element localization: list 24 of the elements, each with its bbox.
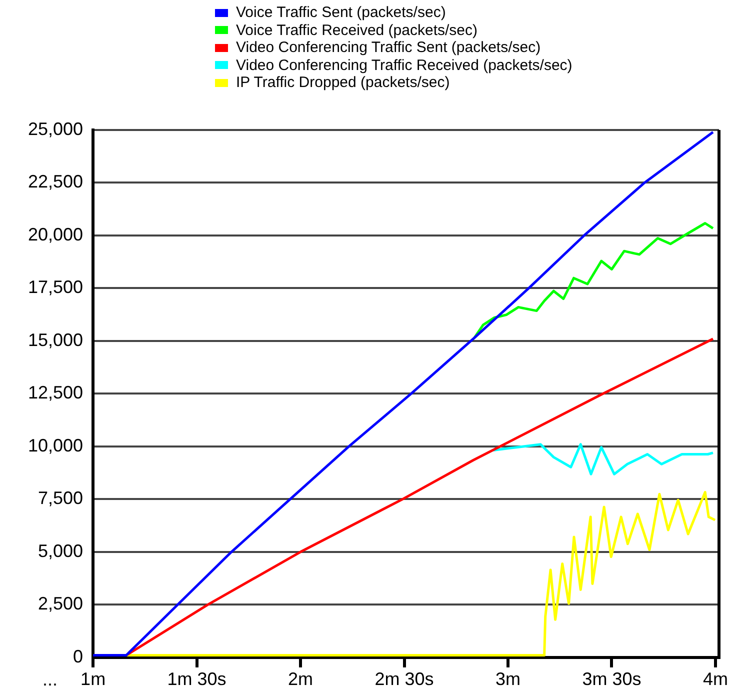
legend-label: IP Traffic Dropped (packets/sec)	[236, 74, 450, 92]
legend-label: Video Conferencing Traffic Sent (packets/sec)	[236, 39, 541, 56]
text: ...	[42, 669, 58, 690]
y-tick-label: 2,500	[38, 594, 84, 614]
legend-label: Voice Traffic Received (packets/sec)	[236, 22, 478, 39]
legend-label: Voice Traffic Sent (packets/sec)	[236, 4, 446, 22]
y-tick-label: 0	[73, 646, 84, 666]
x-tick-label: 1m 30s	[167, 669, 226, 690]
y-tick-label: 12,500	[28, 382, 84, 403]
x-tick-label: 4m	[702, 669, 728, 690]
y-tick-label: 22,500	[28, 172, 84, 192]
x-tick-label: 3m 30s	[582, 669, 642, 690]
y-tick-label: 25,000	[28, 118, 84, 139]
y-tick-label: 7,500	[38, 488, 84, 508]
x-tick-label: 2m 30s	[374, 669, 434, 690]
x-tick-label: 1m	[80, 669, 106, 690]
y-tick-label: 15,000	[28, 330, 84, 350]
y-tick-label: 20,000	[28, 224, 84, 244]
x-tick-label: 2m	[288, 669, 314, 690]
y-tick-label: 17,500	[28, 277, 84, 298]
y-tick-label: 5,000	[38, 540, 84, 561]
legend-label: Video Conferencing Traffic Received (packets/sec)	[236, 56, 572, 74]
x-tick-label: 3m	[495, 669, 521, 690]
y-tick-label: 10,000	[28, 435, 84, 456]
